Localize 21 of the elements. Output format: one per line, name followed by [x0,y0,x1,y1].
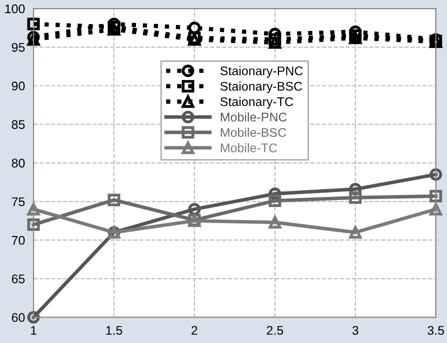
y-tick-label: 95 [12,42,25,52]
y-tick-label: 75 [12,197,25,206]
x-tick-label: 3.5 [428,326,444,335]
y-tick-label: 70 [12,236,25,245]
y-tick-label: 65 [12,274,25,284]
x-tick-label: 2 [192,326,198,335]
y-tick-label: 100 [5,4,25,14]
x-tick-label: 2.5 [266,326,284,335]
y-tick-label: 60 [12,313,25,322]
x-tick-label: 1 [31,326,36,335]
y-tick-label: 90 [12,82,25,90]
legend-label: Staionary-PNC [220,66,303,78]
legend-label: Mobile-BSC [220,128,286,137]
y-tick-label: 80 [12,158,25,168]
legend-label: Staionary-BSC [220,82,302,94]
legend-label: Staionary-TC [220,96,294,109]
x-tick-label: 1.5 [106,326,122,335]
y-tick-label: 85 [12,120,25,129]
x-tick-label: 3 [352,326,358,335]
legend-label: Mobile-PNC [220,112,287,122]
legend-label: Mobile-TC [220,143,278,152]
